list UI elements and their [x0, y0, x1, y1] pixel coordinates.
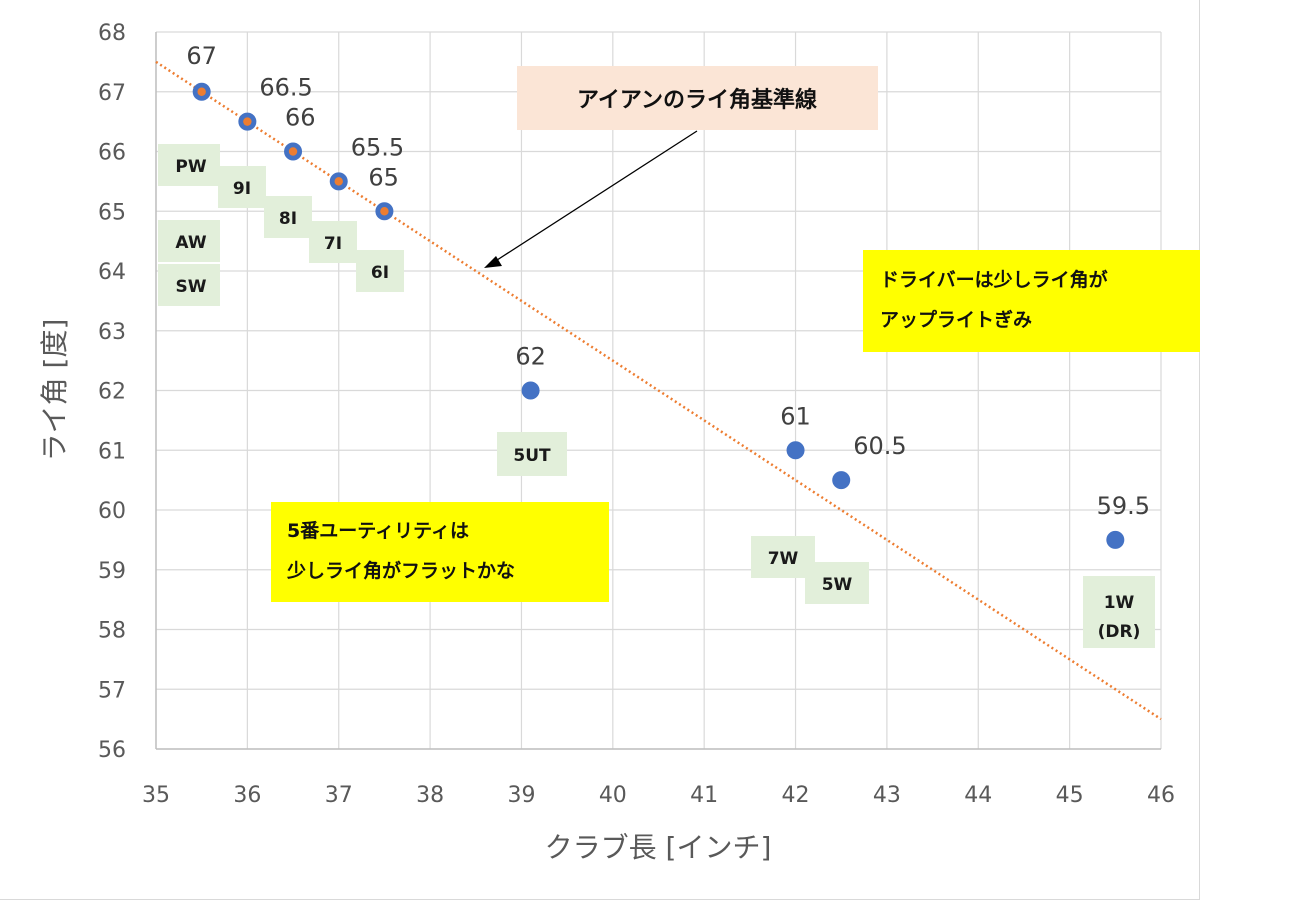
- driver-note-line: ドライバーは少しライ角が: [880, 268, 1108, 291]
- club-label: 1W: [1104, 593, 1135, 613]
- data-point: [786, 441, 805, 460]
- club-label: AW: [175, 233, 206, 253]
- club-label: SW: [176, 277, 207, 297]
- y-tick-label: 60: [98, 499, 126, 524]
- driver-note-box: [863, 250, 1200, 352]
- y-tick-label: 59: [98, 559, 126, 584]
- y-tick-label: 61: [98, 439, 126, 464]
- club-label: 7W: [768, 549, 799, 569]
- club-labels: PW 9I 8I 7I 6I AW SW 5UT 7W 5W 1W (DR): [158, 144, 1155, 648]
- club-label-box: [158, 144, 220, 186]
- scatter-chart: 35 36 37 38 39 40 41 42 43 44 45 46 565758596061626…: [38, 21, 1200, 864]
- iron-point-inner: [380, 207, 389, 216]
- data-label: 65.5: [351, 133, 404, 161]
- club-label-box: [356, 250, 404, 292]
- data-label: 59.5: [1097, 492, 1150, 520]
- iron-point-inner: [197, 87, 206, 96]
- x-axis-title: クラブ長 [インチ]: [545, 831, 772, 864]
- x-tick-label: 40: [599, 783, 627, 808]
- chart-frame: 35 36 37 38 39 40 41 42 43 44 45 46 56 57 58 59 60 61 62 6…: [0, 0, 1200, 900]
- club-label-box: [497, 432, 567, 476]
- iron-point-inner: [243, 117, 252, 126]
- trendline-callout-text: アイアンのライ角基準線: [577, 87, 817, 113]
- iron-baseline-trendline: [155, 60, 1162, 721]
- club-label: PW: [175, 157, 206, 177]
- y-tick-label: 57: [98, 678, 126, 703]
- iron-point-inner: [334, 177, 343, 186]
- club-label-box: [158, 264, 220, 306]
- data-label: 67: [186, 42, 217, 70]
- x-tick-label: 42: [782, 783, 810, 808]
- callout-arrowhead: [484, 256, 502, 268]
- data-label: 61: [780, 402, 811, 430]
- trendline-callout-box: [517, 66, 878, 130]
- x-tick-label: 35: [142, 783, 170, 808]
- data-label: 62: [515, 343, 546, 371]
- y-tick-label: 64: [98, 260, 126, 285]
- x-tick-label: 41: [690, 783, 718, 808]
- data-point: [832, 471, 851, 490]
- y-axis-title: ライ角 [度]: [38, 319, 71, 462]
- x-tick-labels: 35 36 37 38 39 40 41 42 43 44 45 46: [142, 783, 1175, 808]
- club-label: 5W: [822, 575, 853, 595]
- y-tick-label: 62: [98, 380, 126, 405]
- club-label-box: [218, 166, 266, 208]
- driver-note-line: アップライトぎみ: [880, 308, 1032, 331]
- club-label: 7I: [324, 234, 342, 254]
- y-tick-label: 63: [98, 320, 126, 345]
- x-tick-label: 44: [964, 783, 992, 808]
- data-label: 66: [285, 104, 316, 132]
- club-label: 8I: [279, 209, 297, 229]
- data-point: [521, 381, 540, 400]
- utility-note-line: 5番ユーティリティは: [287, 520, 469, 542]
- x-tick-label: 39: [507, 783, 535, 808]
- y-tick-label: 65: [98, 200, 126, 225]
- y-tick-label: 67: [98, 81, 126, 106]
- club-label-box: [309, 221, 357, 263]
- iron-point-inner: [288, 147, 298, 156]
- y-tick-label: 68: [98, 21, 126, 46]
- utility-note-line: 少しライ角がフラットかな: [286, 559, 515, 582]
- y-tick-label: 58: [98, 619, 126, 644]
- x-tick-label: 37: [325, 783, 353, 808]
- club-label: (DR): [1098, 622, 1141, 642]
- x-tick-label: 45: [1056, 783, 1084, 808]
- y-tick-labels: 56 57 58 59 60 61 62 63 64 65 66 67 68: [98, 21, 126, 763]
- data-points: [192, 82, 1125, 549]
- club-label-box: [158, 220, 220, 262]
- x-tick-label: 36: [233, 783, 261, 808]
- trendline-layer: [155, 60, 1162, 721]
- data-label: 66.5: [259, 74, 312, 102]
- axes: [155, 32, 1161, 750]
- club-label-box: [1083, 576, 1155, 648]
- club-label-box: [805, 562, 869, 604]
- club-label-box: [264, 196, 312, 238]
- club-label: 6I: [371, 263, 389, 283]
- x-tick-label: 38: [416, 783, 444, 808]
- data-labels: 67 66.566 65.565 62 61 60.5 59.5: [186, 42, 1150, 520]
- callout-arrow-line: [493, 130, 698, 263]
- utility-note-box: [271, 502, 609, 602]
- club-label: 9I: [233, 179, 251, 199]
- club-label-box: [751, 536, 815, 578]
- data-label: 60.5: [853, 432, 906, 460]
- data-point: [1106, 530, 1125, 549]
- y-tick-label: 66: [98, 141, 126, 166]
- x-tick-label: 43: [873, 783, 901, 808]
- club-label: 5UT: [513, 446, 551, 466]
- x-tick-label: 46: [1147, 783, 1175, 808]
- y-tick-label: 56: [98, 738, 126, 763]
- data-label: 65: [368, 163, 399, 191]
